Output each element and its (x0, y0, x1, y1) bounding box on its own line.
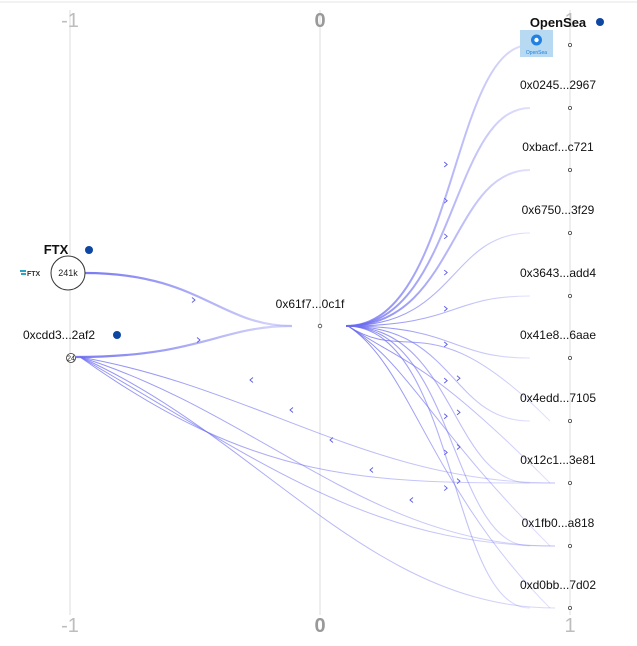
edge-center-to-lower-target (347, 325, 551, 609)
center-node[interactable]: 0x61f7...0c1f (276, 297, 345, 329)
edge-center-to-target (345, 325, 531, 609)
edge-arrow-icon (249, 377, 254, 383)
ftx-logo-icon: FTX (20, 270, 41, 278)
target-node-label: 0x6750...3f29 (522, 203, 595, 217)
target-node-label: 0xbacf...c721 (522, 140, 594, 154)
target-node-dot[interactable] (568, 293, 573, 298)
opensea-status-dot (596, 18, 604, 26)
target-node-dot[interactable] (568, 355, 573, 360)
target-node-dot[interactable] (568, 480, 573, 485)
edge-target-to-cdd3 (79, 356, 556, 547)
center-node-dot[interactable] (317, 323, 323, 329)
ftx-badge-value: 241k (58, 268, 78, 278)
edge-arrow-icon (409, 497, 414, 503)
target-node-label: 0xd0bb...7d02 (520, 578, 596, 592)
ftx-status-dot (85, 246, 93, 254)
axis-top-center: 0 (314, 10, 325, 32)
edge-cdd3-to-center (75, 324, 293, 359)
target-node-label: 0x12c1...3e81 (520, 453, 596, 467)
edge-center-to-target (345, 44, 531, 327)
edge-arrow-icon (289, 407, 294, 413)
edge-center-to-target (345, 325, 531, 547)
edge-arrow-icon (196, 337, 201, 343)
target-node-dot[interactable] (568, 606, 573, 611)
edge-arrow-icon (191, 297, 196, 303)
edge-arrow-icon (443, 413, 448, 420)
edge-arrow-icon (456, 375, 461, 382)
edge-center-to-target (345, 325, 531, 422)
edges (75, 44, 556, 609)
cdd3-status-dot (113, 331, 121, 339)
target-node-label: 0x41e8...6aae (520, 328, 596, 342)
edge-arrow-icon (456, 409, 461, 416)
target-node-label: 0x4edd...7105 (520, 391, 596, 405)
edge-arrow-icon (443, 305, 448, 312)
edge-arrow-icon (443, 161, 448, 168)
target-node-dot[interactable] (568, 418, 573, 423)
edge-arrow-icon (443, 197, 448, 204)
edge-center-to-target (345, 295, 531, 327)
ftx-badge[interactable] (50, 255, 86, 291)
edge-target-to-cdd3 (79, 356, 556, 547)
edge-arrow-icon (443, 377, 448, 384)
target-node-label: 0x0245...2967 (520, 78, 596, 92)
edge-arrow-icon (443, 485, 448, 491)
target-node-label: 0x3643...add4 (520, 266, 596, 280)
axis-top-left: -1 (61, 10, 79, 32)
target-node-dot[interactable] (568, 43, 573, 48)
center-node-label: 0x61f7...0c1f (276, 297, 345, 311)
edge-target-to-cdd3 (79, 356, 556, 484)
edge-target-to-cdd3 (79, 356, 556, 609)
target-node-dot[interactable] (568, 167, 573, 172)
edge-arrow-icon (456, 478, 461, 484)
edge-target-to-cdd3 (79, 356, 556, 484)
svg-text:FTX: FTX (27, 271, 41, 278)
target-node-dot[interactable] (568, 106, 573, 111)
cdd3-badge[interactable] (66, 353, 76, 363)
axis-bottom-center: 0 (314, 615, 325, 637)
cdd3-badge-value: 24 (67, 356, 75, 363)
ftx-label: FTX (44, 242, 69, 257)
target-labels: 0x0245...2967 0xbacf...c721 0x6750...3f29 0… (520, 43, 596, 611)
edge-center-to-lower-target (347, 325, 551, 484)
target-node-opensea[interactable]: OpenSea OpenSea (520, 15, 604, 57)
edge-arrow-icon (443, 269, 448, 276)
grid-lines (69, 10, 571, 615)
edge-arrow-icon (369, 467, 374, 473)
edge-arrow-icon (443, 233, 448, 240)
opensea-label: OpenSea (530, 15, 587, 30)
edge-center-to-target (345, 107, 531, 327)
target-node-label: 0x1fb0...a818 (522, 516, 595, 530)
axis-bottom-left: -1 (61, 615, 79, 637)
axis-top-right: 1 (564, 10, 575, 32)
axis-bottom-right: 1 (564, 615, 575, 637)
source-node-ftx[interactable]: FTX FTX 241k (20, 242, 93, 291)
opensea-logo-icon: OpenSea (520, 30, 553, 57)
source-node-cdd3[interactable]: 0xcdd3...2af2 24 (23, 328, 121, 363)
svg-text:OpenSea: OpenSea (526, 50, 547, 56)
edge-center-to-lower-target (347, 325, 551, 422)
target-node-dot[interactable] (568, 544, 573, 549)
edge-center-to-target (345, 232, 531, 327)
edge-arrow-icon (456, 444, 461, 450)
edge-center-to-lower-target (347, 325, 551, 547)
edge-center-to-target (345, 325, 531, 484)
edge-ftx-to-center (84, 271, 293, 328)
edge-center-to-target (345, 325, 531, 359)
edge-arrow-icon (329, 437, 334, 443)
edge-center-to-target (345, 169, 531, 327)
target-node-dot[interactable] (568, 230, 573, 235)
cdd3-label: 0xcdd3...2af2 (23, 328, 95, 342)
edge-arrow-icon (443, 341, 448, 348)
